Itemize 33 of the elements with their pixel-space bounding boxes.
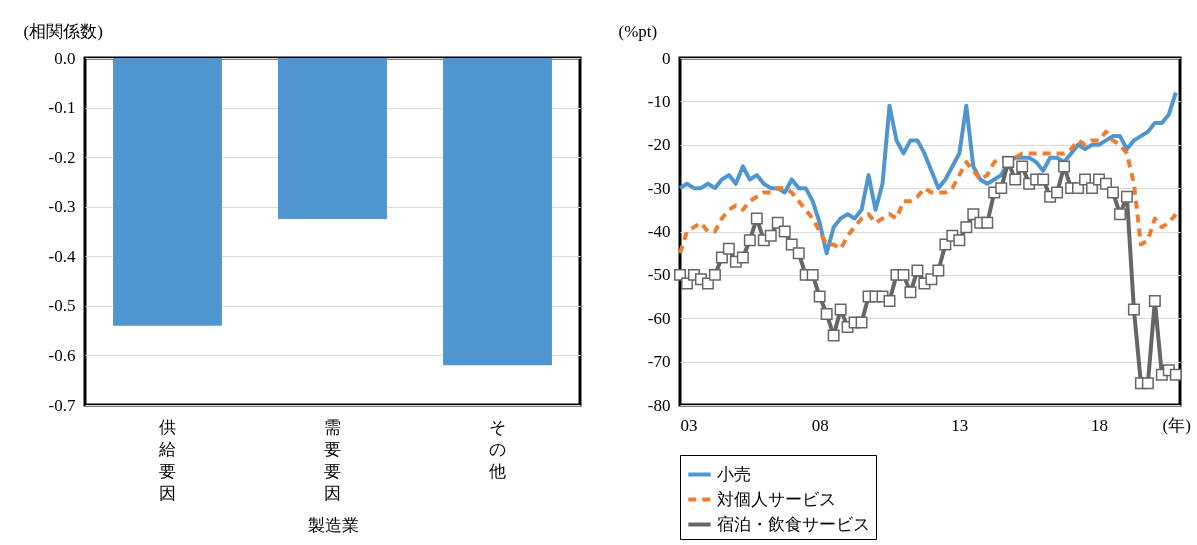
y-tick-label: -10 — [647, 91, 671, 111]
x-tick-label: 供給要因 — [158, 417, 176, 503]
y-axis-title: (%pt) — [618, 21, 658, 41]
y-tick-label: 0 — [662, 48, 671, 68]
x-tick-label: 13 — [951, 415, 969, 435]
y-tick-label: 0.0 — [54, 48, 76, 68]
x-tick-label: その他 — [489, 417, 506, 481]
x-axis-title: (年) — [1162, 415, 1191, 435]
y-tick-label: -0.1 — [48, 98, 76, 118]
y-tick-label: -50 — [647, 265, 671, 285]
x-tick-label: 需要要因 — [324, 417, 341, 503]
line-series — [678, 90, 1178, 256]
y-tick-label: -0.6 — [48, 345, 76, 365]
y-tick-label: -0.2 — [48, 147, 76, 167]
y-tick-label: -0.5 — [48, 296, 76, 316]
y-tick-label: -40 — [647, 222, 671, 241]
x-axis-title: 製造業 — [307, 515, 359, 535]
x-tick-label: 18 — [1090, 415, 1108, 435]
legend-label: 対個人サービス — [717, 489, 836, 509]
legend-label: 宿泊・飲食サービス — [717, 514, 870, 534]
legend-label: 小売 — [717, 464, 751, 484]
y-tick-label: -80 — [647, 395, 671, 415]
y-tick-label: -70 — [647, 352, 671, 372]
y-tick-label: -30 — [647, 178, 671, 198]
y-tick-label: -60 — [647, 308, 671, 328]
y-axis-title: (相関係数) — [23, 21, 103, 41]
y-tick-label: -0.3 — [48, 197, 76, 217]
x-tick-label: 08 — [811, 415, 829, 435]
y-tick-label: -0.4 — [48, 246, 76, 266]
y-tick-label: -20 — [647, 135, 671, 155]
line-series — [678, 129, 1178, 256]
x-tick-label: 03 — [680, 415, 698, 435]
y-tick-label: -0.7 — [48, 395, 76, 415]
